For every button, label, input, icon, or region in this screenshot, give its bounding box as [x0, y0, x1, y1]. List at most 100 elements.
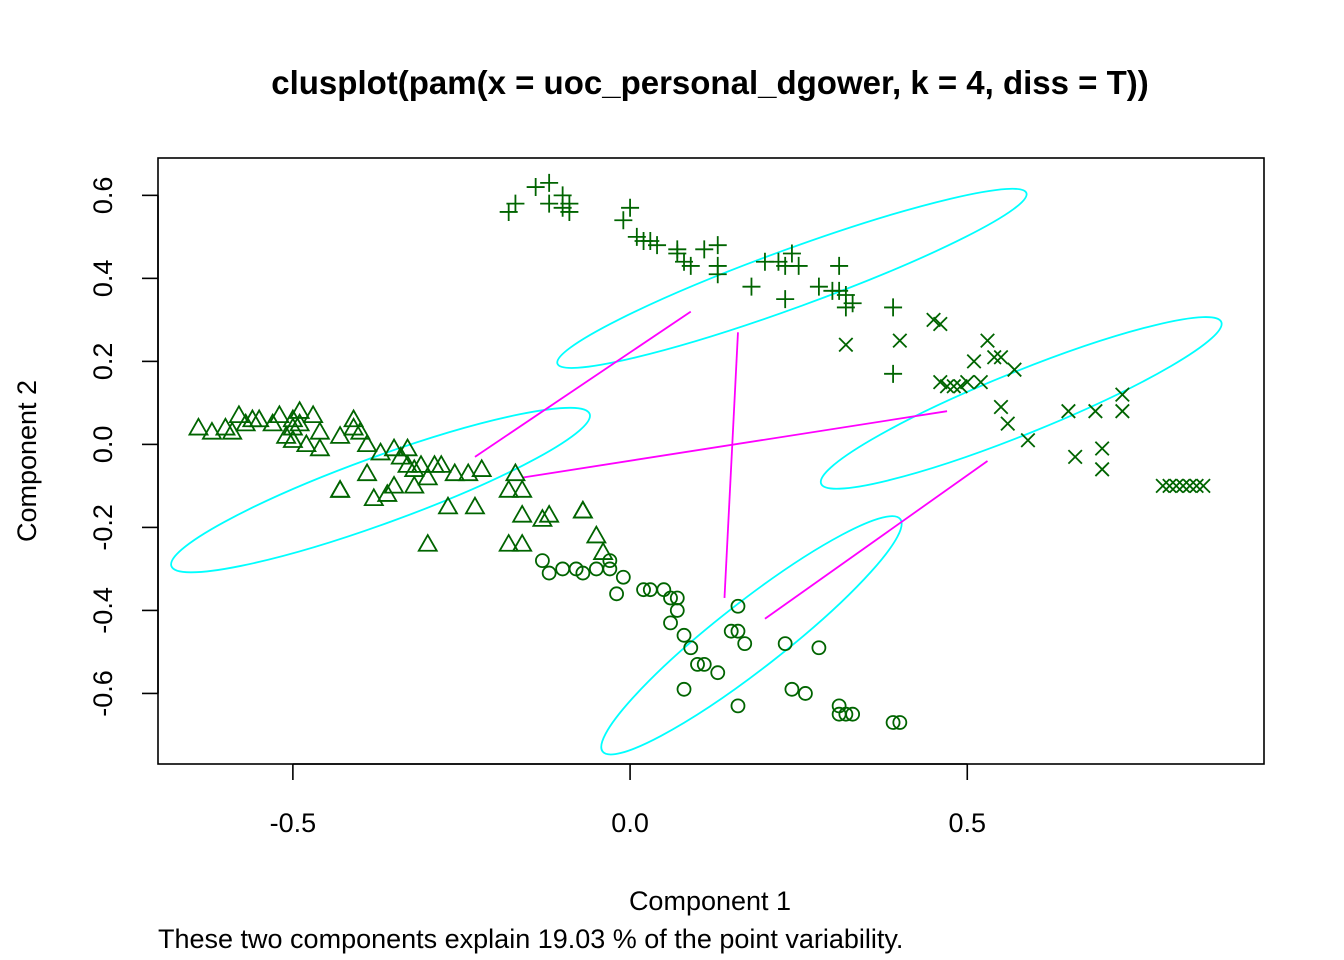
data-point [742, 277, 761, 296]
data-point [555, 561, 571, 577]
data-point [676, 627, 692, 643]
data-point [410, 454, 432, 473]
data-point [535, 553, 550, 569]
data-point [329, 479, 351, 498]
data-point [235, 412, 257, 432]
data-point [777, 636, 793, 652]
data-point [602, 561, 618, 577]
data-point [329, 479, 351, 498]
data-point [621, 198, 640, 217]
chart-title: clusplot(pam(x = uoc_personal_dgower, k … [271, 64, 1149, 101]
data-point [511, 533, 533, 552]
data-point [268, 404, 290, 423]
data-point [511, 479, 533, 498]
data-point [356, 433, 378, 453]
data-point [572, 499, 594, 519]
data-point [932, 374, 948, 390]
data-point [695, 240, 714, 259]
data-point [830, 256, 849, 275]
cluster-connector-4 [764, 460, 989, 620]
data-point [953, 378, 968, 394]
data-point [506, 194, 525, 213]
data-point [1000, 416, 1016, 432]
data-point [531, 508, 553, 527]
data-point [417, 466, 439, 486]
data-point [187, 416, 210, 436]
data-point [1182, 478, 1198, 494]
data-point [784, 681, 800, 697]
data-point [1195, 478, 1211, 494]
data-point [498, 479, 520, 498]
data-point [926, 312, 941, 328]
data-point [540, 194, 559, 213]
data-point [585, 524, 607, 544]
data-point [993, 399, 1009, 415]
data-point [614, 211, 633, 230]
data-point [723, 623, 739, 639]
data-point [710, 665, 726, 681]
data-point [437, 495, 459, 515]
variability-note: These two components explain 19.03 % of … [158, 924, 903, 954]
data-point [383, 475, 405, 494]
x-tick-label: 0.0 [611, 808, 649, 838]
data-point [885, 715, 901, 730]
data-point [417, 533, 439, 552]
data-point [1088, 403, 1103, 419]
data-point [615, 569, 631, 585]
data-point [1094, 461, 1110, 477]
data-point [1094, 441, 1110, 456]
y-tick-label: 0.0 [88, 426, 118, 464]
cluster-ellipse-3 [556, 187, 1028, 369]
data-point [681, 256, 700, 275]
data-point [282, 416, 304, 436]
data-point [993, 349, 1009, 365]
cluster-ellipse-1 [600, 515, 903, 756]
data-point [444, 462, 466, 482]
x-axis: -0.5 0.0 0.5 [270, 763, 986, 838]
cluster-connector-2 [522, 410, 948, 479]
data-point [838, 337, 854, 353]
data-point [309, 437, 331, 457]
data-point [309, 421, 331, 440]
data-point [540, 173, 559, 192]
data-point [884, 364, 903, 383]
data-point [511, 504, 533, 523]
data-point [676, 681, 692, 697]
data-point [1162, 478, 1177, 494]
data-point [986, 349, 1002, 365]
x-tick-label: -0.5 [270, 808, 317, 838]
data-point [946, 378, 962, 394]
data-point [636, 582, 651, 598]
data-point [789, 256, 808, 275]
data-point [782, 244, 801, 263]
data-point [609, 586, 624, 602]
data-point [248, 408, 270, 428]
data-point [541, 565, 557, 581]
data-point [845, 706, 861, 722]
data-point [1020, 432, 1036, 448]
data-point [464, 495, 486, 515]
data-point [1168, 478, 1184, 494]
data-point [575, 565, 591, 581]
data-point [356, 462, 378, 482]
data-point [403, 475, 425, 494]
data-point [663, 590, 678, 606]
data-point [663, 615, 678, 631]
data-point [708, 236, 727, 255]
data-point [730, 623, 746, 639]
y-tick-label: 0.6 [88, 177, 118, 215]
data-point [430, 454, 452, 473]
data-point [1067, 449, 1083, 465]
data-point [369, 441, 392, 461]
data-point [932, 316, 948, 332]
data-point [776, 290, 795, 309]
data-point [730, 698, 746, 714]
data-point [1114, 387, 1130, 402]
data-point [798, 686, 813, 701]
data-point [737, 636, 753, 652]
data-point [383, 437, 405, 457]
data-point [980, 333, 995, 349]
data-point [1189, 478, 1204, 494]
data-point [538, 504, 560, 523]
